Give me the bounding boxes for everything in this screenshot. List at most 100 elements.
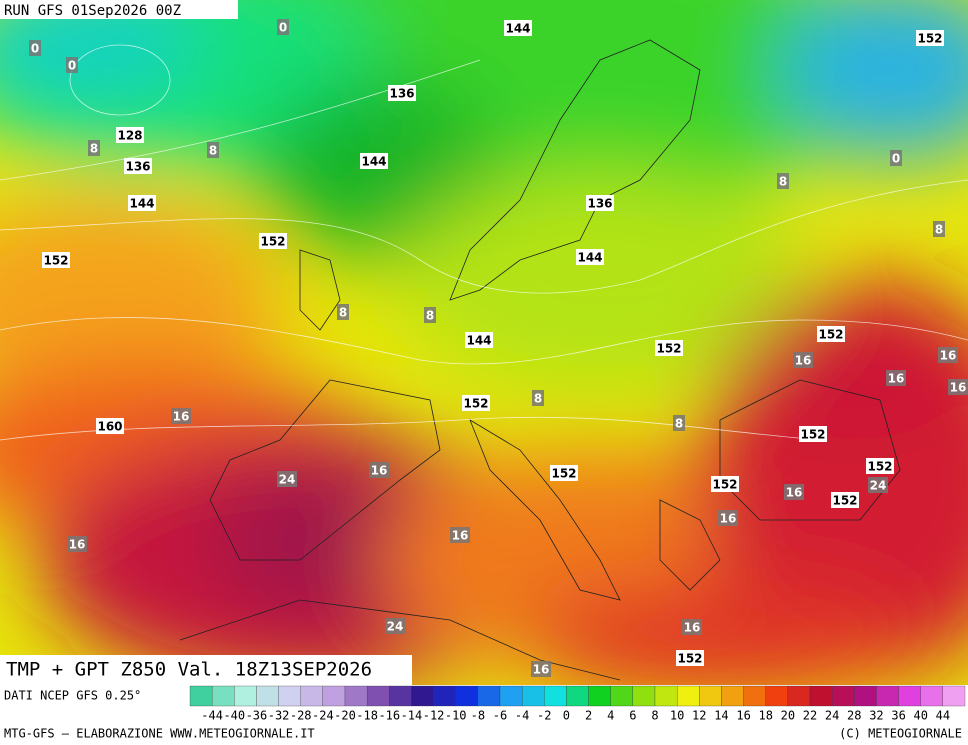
colorbar-swatch <box>610 685 634 707</box>
gpt-label: 136 <box>125 160 150 174</box>
tmp-label-box <box>450 527 470 543</box>
colorbar-label: -14 <box>401 709 423 723</box>
gpt-label: 144 <box>361 155 386 169</box>
tmp-label-box <box>868 477 888 493</box>
colorbar-swatch <box>256 685 279 707</box>
run-box <box>0 0 238 19</box>
gpt-label: 152 <box>712 478 737 492</box>
tmp-label-box <box>673 415 685 431</box>
gpt-label-box <box>866 458 894 474</box>
tmp-label: 8 <box>426 309 434 323</box>
tmp-label: 16 <box>371 464 388 478</box>
colorbar-label: -24 <box>312 709 334 723</box>
gpt-label-box <box>388 85 416 101</box>
tmp-label: 8 <box>209 144 217 158</box>
colorbar-label: 28 <box>847 709 861 723</box>
tmp-label: 16 <box>940 349 957 363</box>
colorbar-label: -40 <box>223 709 245 723</box>
gpt-label-box <box>576 249 604 265</box>
gpt-label: 136 <box>389 87 414 101</box>
gpt-label: 152 <box>551 467 576 481</box>
tmp-label: 24 <box>870 479 887 493</box>
gpt-label: 152 <box>463 397 488 411</box>
tmp-label-box <box>171 408 191 424</box>
colorbar-swatch <box>809 685 833 707</box>
colorbar-swatch <box>211 685 235 707</box>
tmp-label: 8 <box>935 223 943 237</box>
tmp-label-box <box>29 40 41 56</box>
colorbar-swatch <box>300 685 324 707</box>
colorbar-swatch <box>588 685 611 707</box>
tmp-label-box <box>938 347 958 363</box>
footer-left: MTG-GFS – ELABORAZIONE WWW.METEOGIORNALE… <box>4 727 315 741</box>
colorbar-swatch <box>189 685 213 707</box>
tmp-label-box <box>369 462 389 478</box>
colorbar-swatch <box>455 685 479 707</box>
run-label: RUN GFS 01Sep2026 00Z <box>4 3 181 19</box>
colorbar-label: 16 <box>736 709 750 723</box>
gpt-label: 144 <box>577 251 602 265</box>
colorbar-swatch <box>433 685 456 707</box>
colorbar-swatch <box>499 685 523 707</box>
gpt-label-box <box>462 395 490 411</box>
tmp-label-box <box>67 536 87 552</box>
gpt-label: 152 <box>818 328 843 342</box>
tmp-label: 16 <box>684 621 701 635</box>
tmp-label: 16 <box>950 381 967 395</box>
tmp-label: 16 <box>786 486 803 500</box>
colorbar-swatch <box>787 685 811 707</box>
gpt-label-box <box>586 195 614 211</box>
colorbar-label: 2 <box>585 709 592 723</box>
colorbar-label: 12 <box>692 709 706 723</box>
colorbar-swatch <box>721 685 744 707</box>
tmp-label: 24 <box>387 620 404 634</box>
tmp-label: 8 <box>534 392 542 406</box>
temperature-field <box>0 0 968 685</box>
tmp-label: 16 <box>173 410 190 424</box>
gpt-label-box <box>124 158 152 174</box>
colorbar-swatch <box>942 685 966 707</box>
tmp-label-box <box>88 140 100 156</box>
gpt-label: 152 <box>832 494 857 508</box>
tmp-label-box <box>385 618 405 634</box>
tmp-label-box <box>337 304 349 320</box>
gpt-label-box <box>360 153 388 169</box>
colorbar-swatch <box>389 685 412 707</box>
gpt-label: 144 <box>129 197 154 211</box>
gpt-label-box <box>42 252 70 268</box>
tmp-label-box <box>207 142 219 158</box>
tmp-label: 0 <box>68 59 76 73</box>
tmp-label-box <box>886 370 906 386</box>
gpt-label-box <box>550 465 578 481</box>
colorbar-swatch <box>566 685 589 707</box>
tmp-label-box <box>933 221 945 237</box>
gpt-label: 152 <box>260 235 285 249</box>
gpt-label: 144 <box>466 334 491 348</box>
colorbar-label: 44 <box>936 709 950 723</box>
tmp-label-box <box>784 484 804 500</box>
gpt-label-box <box>116 127 144 143</box>
tmp-label-box <box>890 150 902 166</box>
colorbar-label: -10 <box>445 709 467 723</box>
colorbar-label: -44 <box>201 709 223 723</box>
colorbar-label: 32 <box>869 709 883 723</box>
colorbar-label: 0 <box>563 709 570 723</box>
gpt-label-box <box>799 426 827 442</box>
tmp-label-box <box>777 173 789 189</box>
tmp-label: 8 <box>90 142 98 156</box>
colorbar-swatch <box>544 685 567 707</box>
gpt-label: 152 <box>43 254 68 268</box>
tmp-label-box <box>718 510 738 526</box>
gpt-label: 136 <box>587 197 612 211</box>
colorbar-label: -20 <box>334 709 356 723</box>
colorbar-swatch <box>743 685 766 707</box>
gpt-label-box <box>504 20 532 36</box>
tmp-label: 16 <box>533 663 550 677</box>
gpt-label-box <box>676 650 704 666</box>
colorbar-label: 24 <box>825 709 839 723</box>
colorbar-label: 4 <box>607 709 614 723</box>
tmp-label: 0 <box>31 42 39 56</box>
colorbar-label: 40 <box>913 709 927 723</box>
